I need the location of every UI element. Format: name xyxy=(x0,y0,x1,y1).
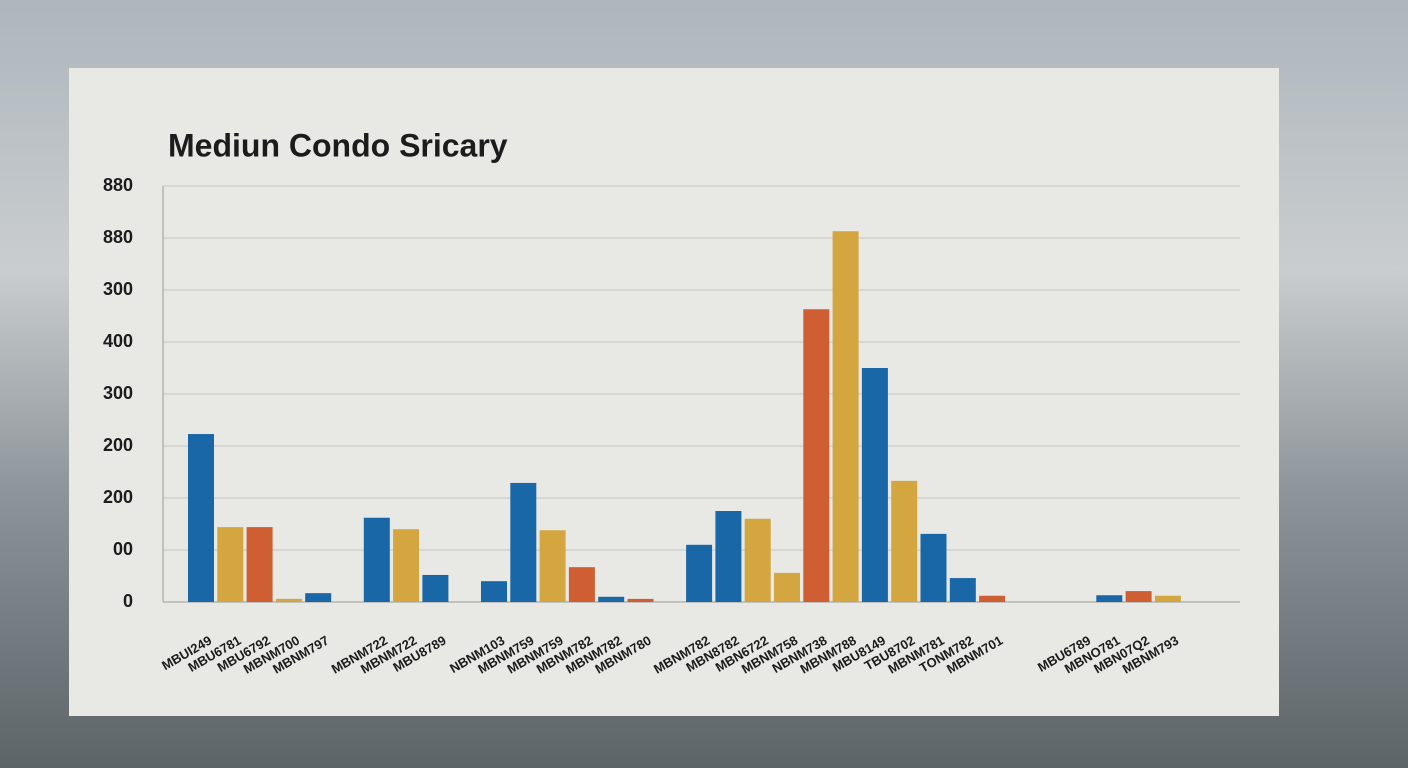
bar xyxy=(217,527,244,602)
bar xyxy=(1096,595,1123,602)
bar xyxy=(188,434,214,602)
bar xyxy=(979,595,1006,602)
bar xyxy=(246,527,273,602)
bar xyxy=(861,368,888,602)
bar xyxy=(803,309,830,602)
bar xyxy=(1125,591,1152,602)
y-tick-label: 880 xyxy=(103,175,133,195)
bar xyxy=(715,511,742,602)
bar xyxy=(363,517,390,602)
bar xyxy=(275,598,302,602)
bar xyxy=(891,480,918,602)
y-tick-label: 200 xyxy=(103,487,133,507)
y-tick-label: 300 xyxy=(103,279,133,299)
bar xyxy=(568,567,595,602)
y-tick-label: 00 xyxy=(113,539,133,559)
chart-panel xyxy=(69,68,1279,716)
y-tick-label: 0 xyxy=(123,591,133,611)
bar xyxy=(627,598,654,602)
bar xyxy=(744,518,771,602)
bar xyxy=(686,544,713,602)
y-tick-label: 400 xyxy=(103,331,133,351)
bar xyxy=(422,574,449,602)
bar xyxy=(920,533,947,602)
y-tick-label: 880 xyxy=(103,227,133,247)
y-tick-label: 300 xyxy=(103,383,133,403)
bar xyxy=(393,529,420,602)
chart-title: Mediun Condo Sricary xyxy=(168,127,508,163)
bar xyxy=(510,482,537,602)
bar xyxy=(305,593,332,602)
bar xyxy=(481,581,507,602)
bar xyxy=(774,572,800,602)
bar xyxy=(1154,595,1181,602)
bar xyxy=(598,596,625,602)
y-tick-label: 200 xyxy=(103,435,133,455)
bar xyxy=(539,530,566,602)
bar xyxy=(832,231,859,603)
bar xyxy=(949,578,976,602)
